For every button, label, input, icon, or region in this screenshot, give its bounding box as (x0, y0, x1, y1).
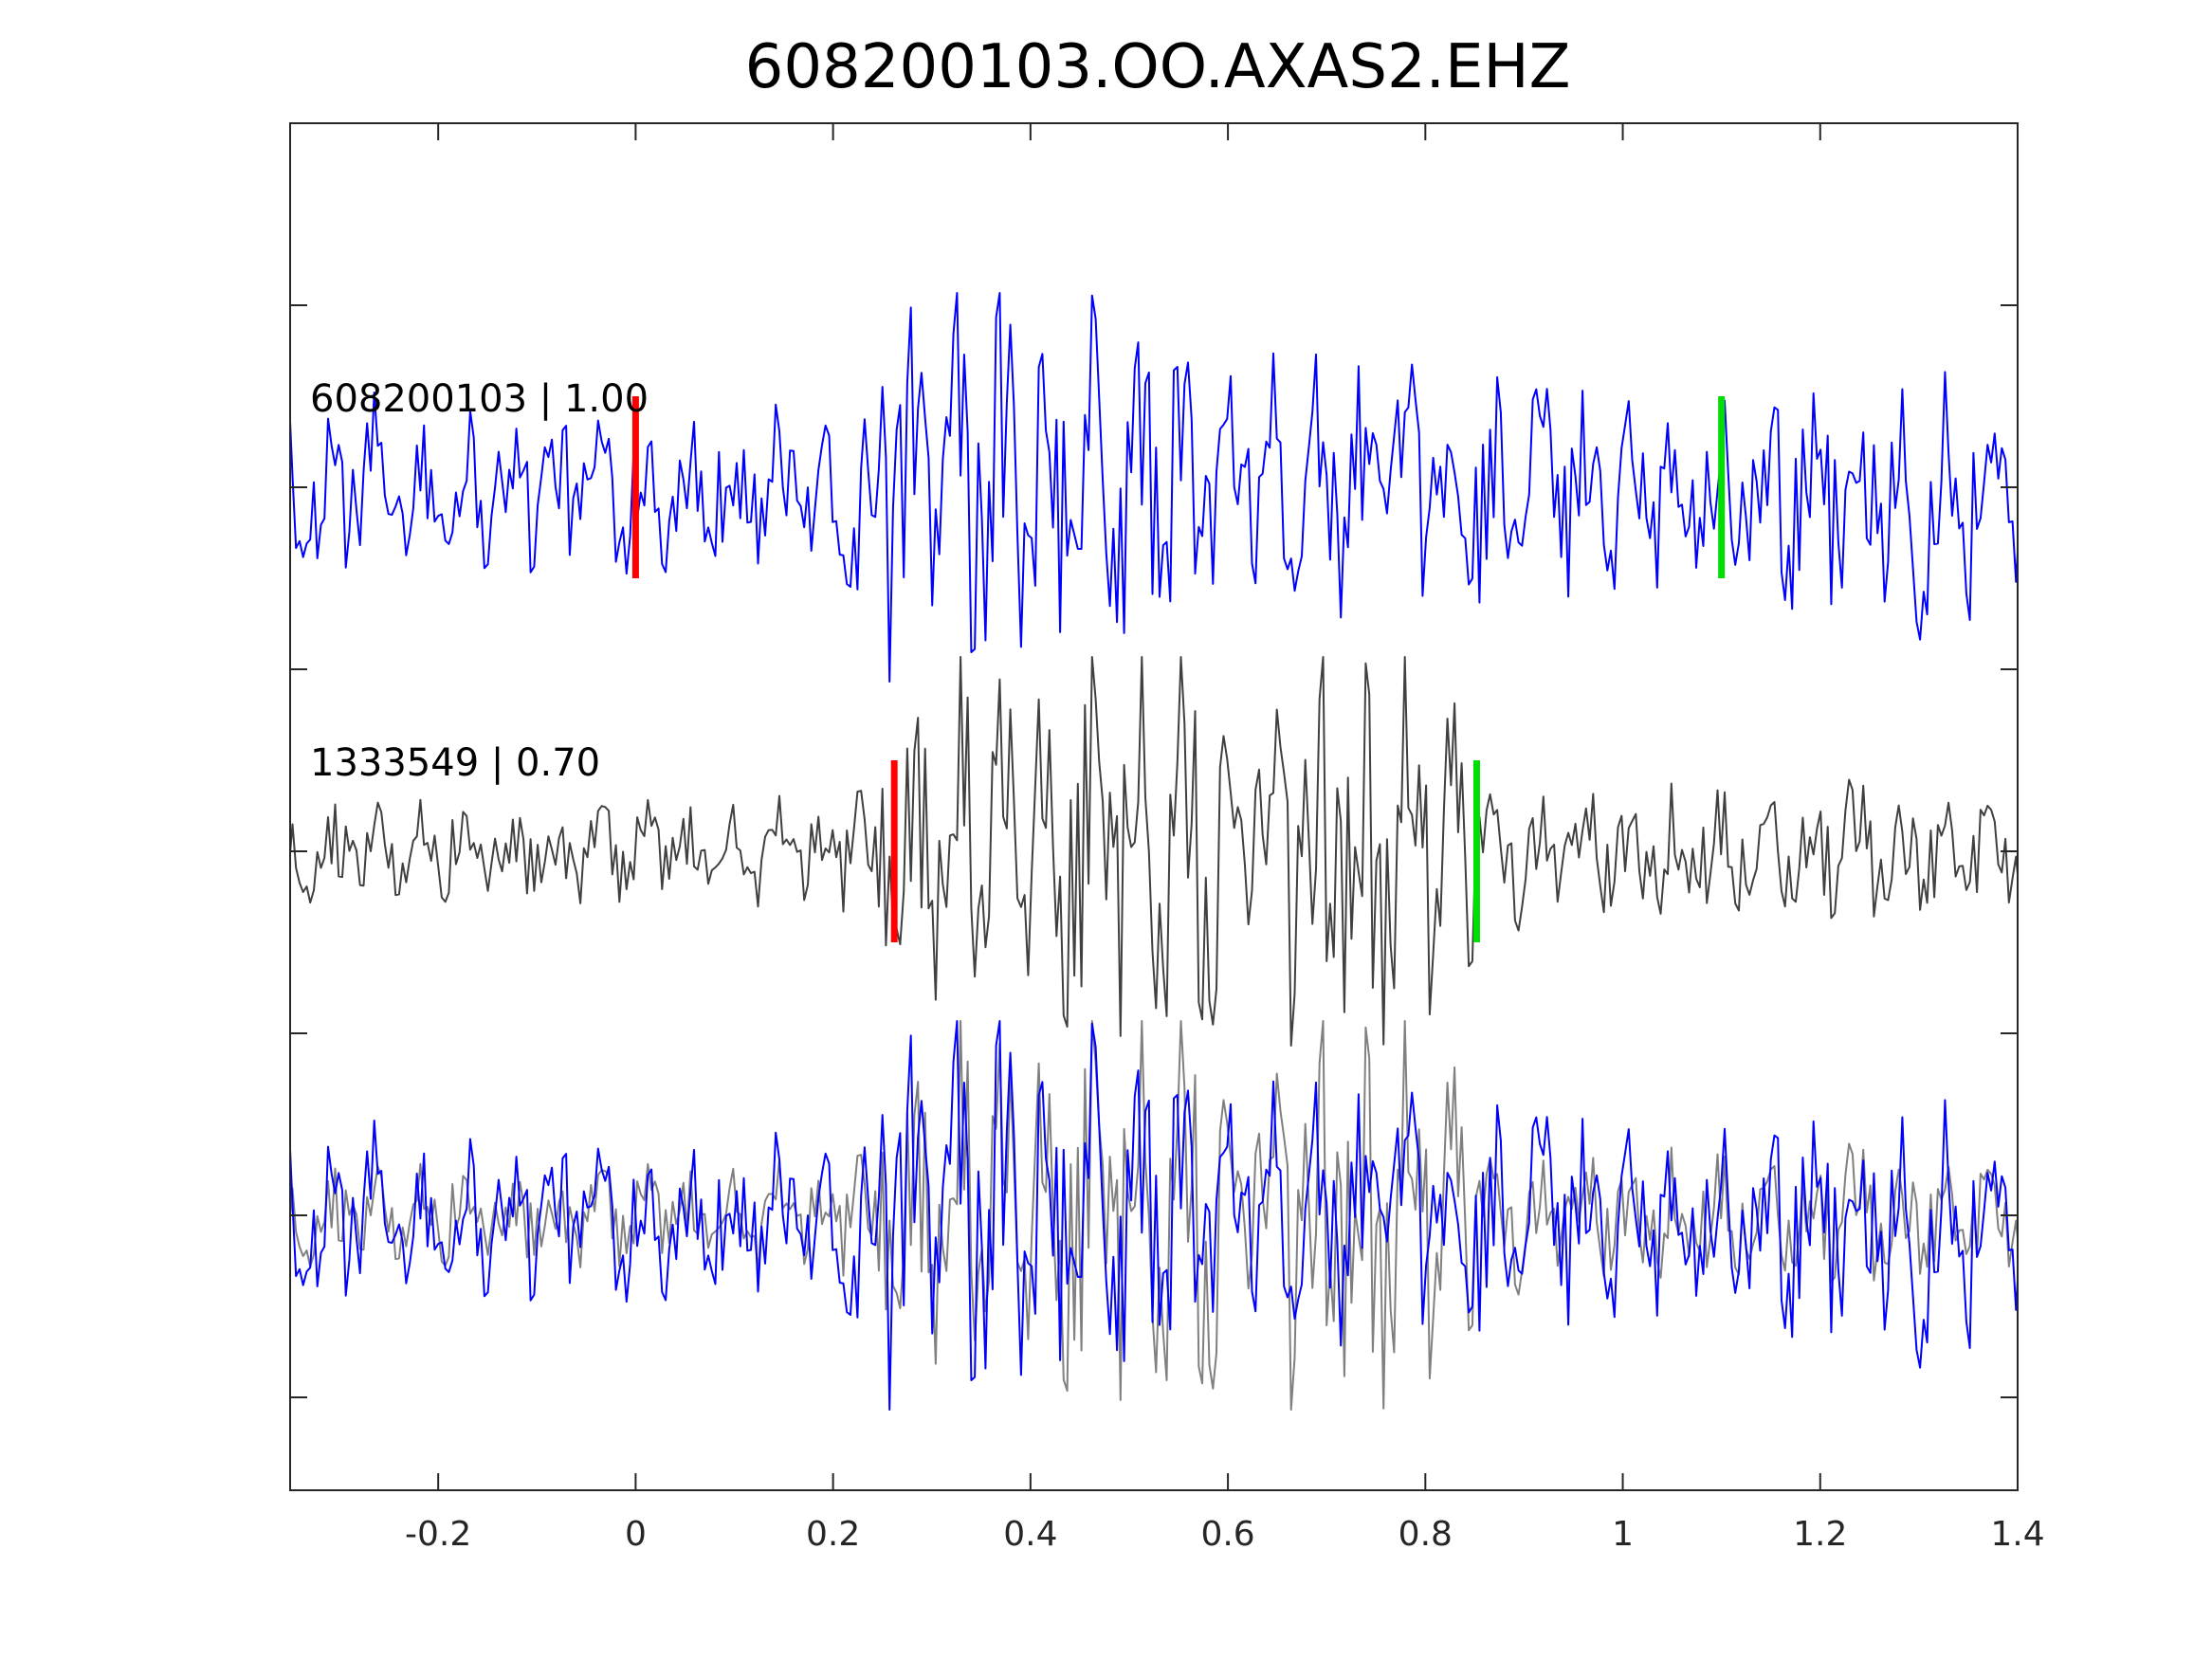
pick-marker-layer (631, 396, 1726, 942)
x-tick-label: 1 (1612, 1515, 1634, 1554)
plot-frame (289, 122, 2019, 1491)
trace-layer (290, 292, 2018, 1411)
trace-line-1333549 (290, 656, 2018, 1047)
axis-ticks: -0.2 0 0.2 0.4 0.6 0.8 1 1.2 1.4 (290, 123, 2045, 1554)
trace-label-608200103: 608200103 | 1.00 (310, 377, 649, 421)
x-tick-label: 0.8 (1398, 1515, 1453, 1554)
overlay-line-1333549 (290, 1020, 2018, 1411)
trace-label-1333549: 1333549 | 0.70 (310, 741, 600, 785)
x-tick-label: 0 (625, 1515, 647, 1554)
trace-line-608200103 (290, 292, 2018, 683)
chart-title: 608200103.OO.AXAS2.EHZ (745, 32, 1571, 102)
overlay-line-608200103 (290, 1020, 2018, 1411)
x-tick-label: 0.2 (806, 1515, 860, 1554)
trace-labels: 608200103 | 1.00 1333549 | 0.70 (310, 377, 649, 785)
x-tick-label: 0.4 (1003, 1515, 1057, 1554)
x-tick-label: -0.2 (405, 1515, 471, 1554)
x-tick-label: 0.6 (1200, 1515, 1254, 1554)
x-tick-label: 1.4 (1990, 1515, 2044, 1554)
x-tick-label: 1.2 (1793, 1515, 1847, 1554)
